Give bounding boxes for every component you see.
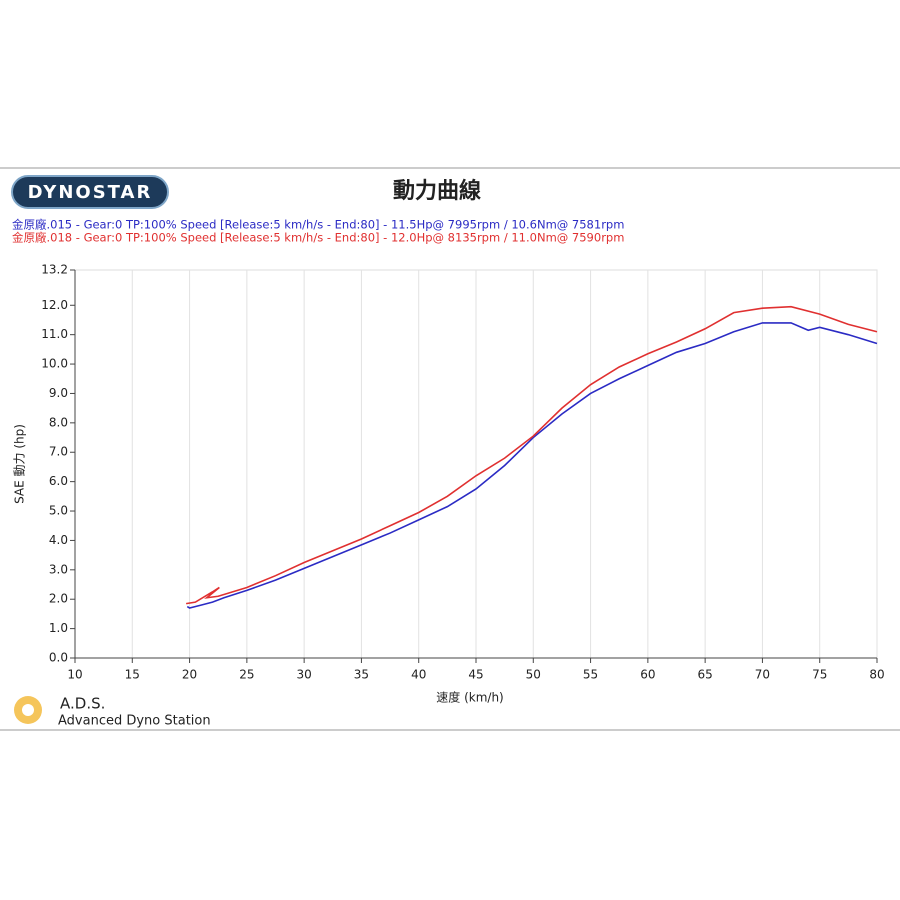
- y-tick-label: 9.0: [49, 386, 68, 400]
- y-axis-label: SAE 動力 (hp): [13, 424, 27, 504]
- x-tick-label: 60: [640, 668, 655, 682]
- x-tick-label: 30: [297, 668, 312, 682]
- footer-logo-center: [22, 704, 34, 716]
- x-tick-label: 25: [239, 668, 254, 682]
- y-tick-label: 13.2: [41, 263, 68, 277]
- x-tick-label: 35: [354, 668, 369, 682]
- logo-text: DYNOSTAR: [28, 182, 153, 203]
- x-tick-label: 40: [411, 668, 426, 682]
- x-tick-label: 50: [526, 668, 541, 682]
- y-tick-label: 4.0: [49, 533, 68, 547]
- x-axis-label: 速度 (km/h): [436, 690, 503, 705]
- series-line: [186, 322, 878, 609]
- y-tick-label: 10.0: [41, 357, 68, 371]
- legend-entry: 金原廠.015 - Gear:0 TP:100% Speed [Release:…: [12, 218, 624, 232]
- y-tick-label: 5.0: [49, 504, 68, 518]
- y-tick-label: 0.0: [49, 651, 68, 665]
- y-tick-label: 6.0: [49, 474, 68, 488]
- y-tick-label: 8.0: [49, 415, 68, 429]
- series-line: [186, 305, 878, 605]
- y-tick-label: 3.0: [49, 562, 68, 576]
- x-tick-label: 55: [583, 668, 598, 682]
- x-tick-label: 45: [468, 668, 483, 682]
- x-tick-label: 20: [182, 668, 197, 682]
- y-tick-label: 12.0: [41, 298, 68, 312]
- x-tick-label: 75: [812, 668, 827, 682]
- chart-title: 動力曲線: [393, 178, 481, 204]
- x-tick-label: 10: [67, 668, 82, 682]
- x-tick-label: 80: [869, 668, 884, 682]
- x-tick-label: 70: [755, 668, 770, 682]
- x-tick-label: 65: [698, 668, 713, 682]
- y-tick-label: 1.0: [49, 621, 68, 635]
- y-tick-label: 7.0: [49, 445, 68, 459]
- y-tick-label: 2.0: [49, 592, 68, 606]
- x-tick-label: 15: [125, 668, 140, 682]
- footer-title: A.D.S.: [60, 695, 105, 713]
- logo-badge: [11, 175, 169, 209]
- footer-subtitle: Advanced Dyno Station: [58, 714, 211, 729]
- legend-entry: 金原廠.018 - Gear:0 TP:100% Speed [Release:…: [12, 231, 624, 245]
- y-tick-label: 11.0: [41, 327, 68, 341]
